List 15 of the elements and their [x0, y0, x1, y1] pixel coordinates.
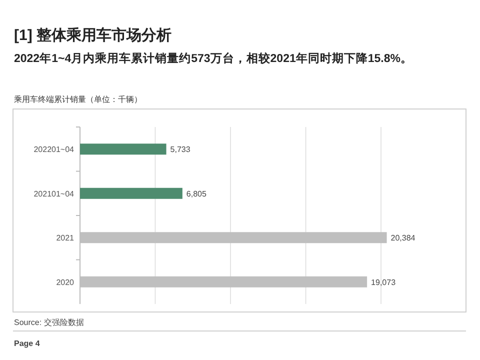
text: Page 4 [14, 339, 40, 348]
title: [1] 整体乘用车市场分析 [14, 27, 172, 44]
y-tick-label: 2021 [56, 234, 75, 243]
source-note: Source: 交强险数据 [14, 318, 84, 327]
bar [80, 144, 166, 155]
data-label: 6,805 [186, 189, 207, 198]
chart-subtitle: 2022年1~4月内乘用车累计销量约573万台，相较2021年同时期下降15.8%。 [14, 51, 412, 65]
data-label: 19,073 [371, 278, 396, 287]
data-label: 5,733 [170, 145, 191, 154]
bar [80, 188, 182, 199]
y-tick-label: 2020 [56, 278, 75, 287]
data-label: 20,384 [390, 234, 416, 243]
x-axis-title: 乘用车终端累计销量（单位：千辆） [14, 95, 142, 104]
y-tick-label: 202201~04 [34, 145, 75, 154]
y-tick-label: 202101~04 [34, 189, 75, 198]
